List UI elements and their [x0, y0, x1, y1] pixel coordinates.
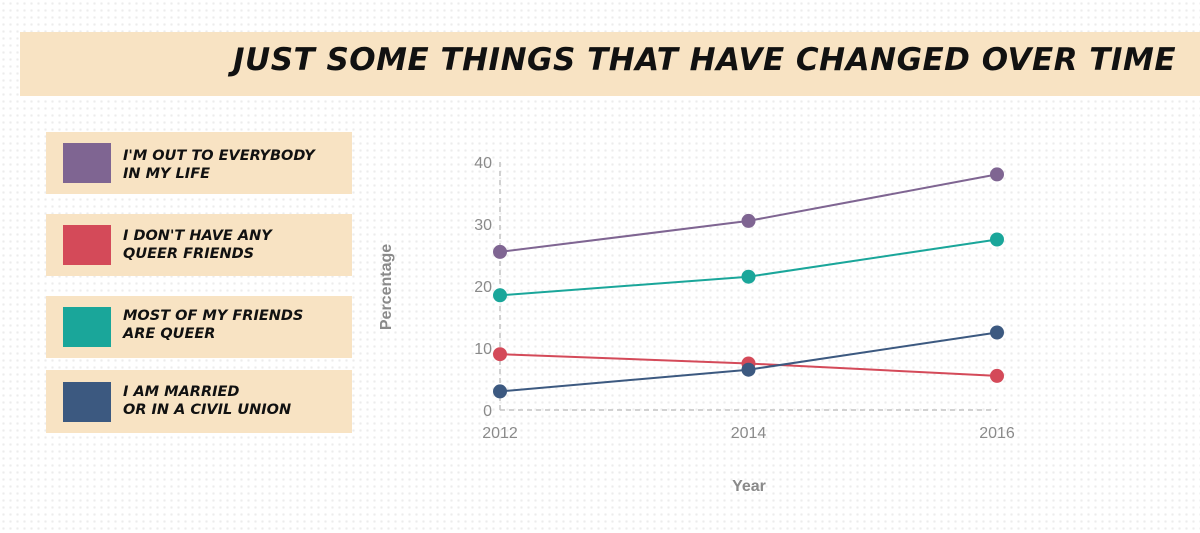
data-point	[493, 384, 507, 399]
legend-label: I'M OUT TO EVERYBODY IN MY LIFE	[123, 148, 315, 182]
chart-title: JUST SOME THINGS THAT HAVE CHANGED OVER …	[232, 42, 1176, 78]
data-point	[493, 244, 507, 259]
data-point	[741, 269, 756, 284]
y-axis-title: Percentage	[378, 244, 395, 330]
x-tick-label: 2014	[731, 425, 767, 442]
data-point	[990, 368, 1004, 383]
data-point	[741, 213, 756, 228]
data-point	[990, 232, 1004, 247]
legend-label: I AM MARRIED OR IN A CIVIL UNION	[123, 384, 292, 418]
legend-item-married: I AM MARRIED OR IN A CIVIL UNION	[46, 370, 352, 433]
series-line	[499, 173, 998, 253]
y-tick-label: 40	[474, 155, 492, 172]
legend-label: I DON'T HAVE ANY QUEER FRIENDS	[123, 228, 272, 262]
title-banner: JUST SOME THINGS THAT HAVE CHANGED OVER …	[20, 32, 1200, 96]
y-tick-label: 0	[483, 403, 492, 420]
x-tick-label: 2016	[979, 425, 1015, 442]
legend-item-out-to-everybody: I'M OUT TO EVERYBODY IN MY LIFE	[46, 132, 352, 194]
legend-swatch	[63, 225, 111, 265]
x-axis-title: Year	[732, 478, 766, 495]
y-tick-label: 10	[474, 341, 492, 358]
data-point	[493, 347, 507, 362]
data-point	[493, 288, 507, 303]
legend-item-friends-are-queer: MOST OF MY FRIENDS ARE QUEER	[46, 296, 352, 358]
y-tick-label: 30	[474, 217, 492, 234]
legend-label: MOST OF MY FRIENDS ARE QUEER	[123, 308, 304, 342]
legend-swatch	[63, 143, 111, 183]
legend-item-no-queer-friends: I DON'T HAVE ANY QUEER FRIENDS	[46, 214, 352, 276]
data-point	[741, 362, 756, 377]
legend-swatch	[63, 382, 111, 422]
data-point	[990, 325, 1004, 340]
data-point	[990, 167, 1004, 182]
x-tick-label: 2012	[482, 425, 518, 442]
y-tick-label: 20	[474, 279, 492, 296]
series-line	[499, 238, 998, 297]
legend-swatch	[63, 307, 111, 347]
